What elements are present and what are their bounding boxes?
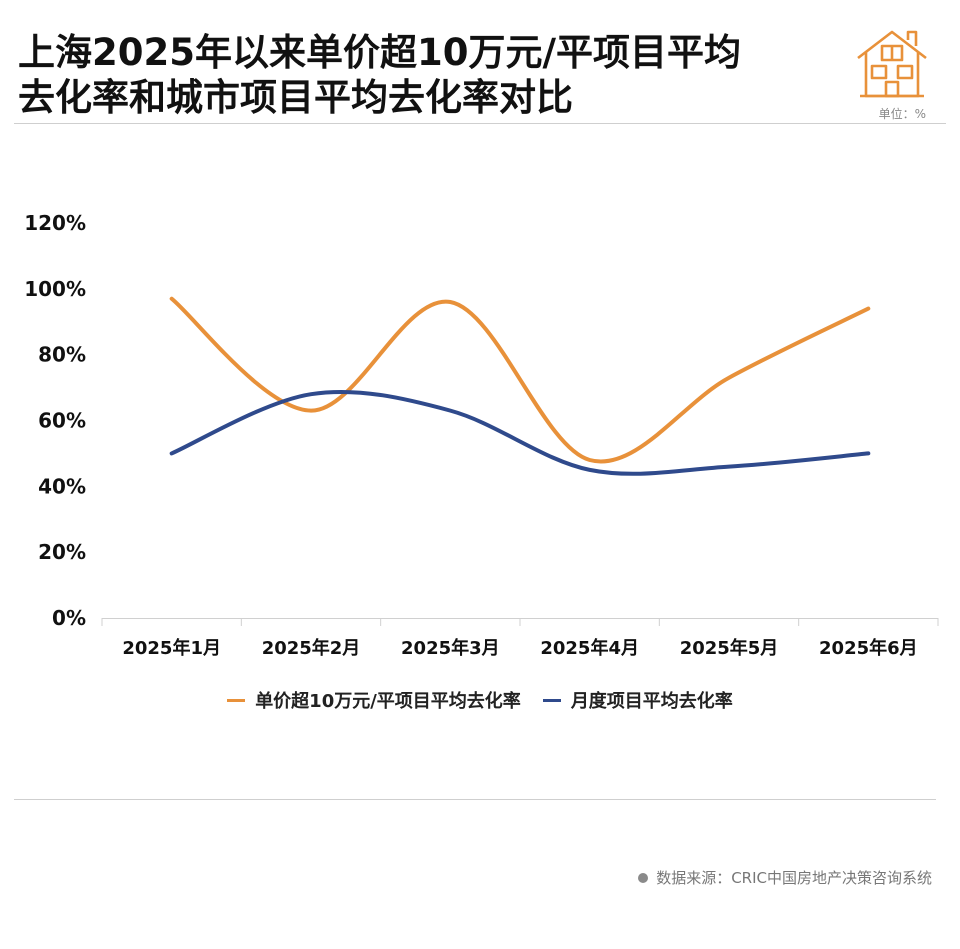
- y-tick-label: 40%: [38, 474, 86, 498]
- legend-swatch-series-2: [542, 698, 561, 702]
- y-tick-label: 80%: [38, 343, 86, 367]
- y-tick-label: 0%: [52, 606, 86, 630]
- title-line-2: 去化率和城市项目平均去化率对比: [18, 76, 573, 119]
- header-divider: [14, 123, 946, 124]
- series-layer: [169, 296, 871, 476]
- footer-divider: [14, 799, 936, 800]
- page-title: 上海2025年以来单价超10万元/平项目平均 去化率和城市项目平均去化率对比: [18, 30, 828, 120]
- y-tick-label: 100%: [24, 277, 86, 301]
- source-note: 数据来源：CRIC中国房地产决策咨询系统: [638, 867, 932, 888]
- x-tick-label: 2025年5月: [680, 637, 779, 659]
- y-tick-label: 120%: [24, 211, 86, 235]
- y-tick-label: 60%: [38, 409, 86, 433]
- x-tick-label: 2025年1月: [122, 637, 221, 659]
- y-tick-label: 20%: [38, 540, 86, 564]
- x-tick-label: 2025年6月: [819, 637, 918, 659]
- x-axis: 2025年1月 2025年2月 2025年3月 2025年4月 2025年5月 2025年…: [101, 618, 939, 659]
- legend-item-series-2: 月度项目平均去化率: [542, 687, 733, 713]
- series-line-2: [169, 389, 871, 476]
- legend-swatch-series-1: [227, 698, 246, 702]
- legend: 单价超10万元/平项目平均去化率 月度项目平均去化率: [0, 686, 960, 714]
- line-chart: 0%20%40%60%80%100%120% 2025年1月 2025年2月 202…: [24, 211, 939, 659]
- y-axis: 0% 20% 40% 60% 80% 100% 120%: [24, 211, 86, 630]
- legend-item-series-1: 单价超10万元/平项目平均去化率: [227, 687, 521, 713]
- legend-label-series-1: 单价超10万元/平项目平均去化率: [255, 691, 521, 712]
- x-tick-label: 2025年4月: [540, 637, 639, 659]
- bullet-icon: [638, 872, 649, 883]
- legend-label-series-2: 月度项目平均去化率: [570, 691, 733, 712]
- series-line-1: [169, 296, 871, 464]
- x-tick-label: 2025年2月: [262, 637, 361, 659]
- title-line-1: 上海2025年以来单价超10万元/平项目平均: [18, 31, 741, 74]
- x-tick-label: 2025年3月: [401, 637, 500, 659]
- house-icon: [857, 30, 927, 98]
- unit-label: 单位：%: [878, 107, 926, 121]
- source-text: 数据来源：CRIC中国房地产决策咨询系统: [656, 869, 932, 887]
